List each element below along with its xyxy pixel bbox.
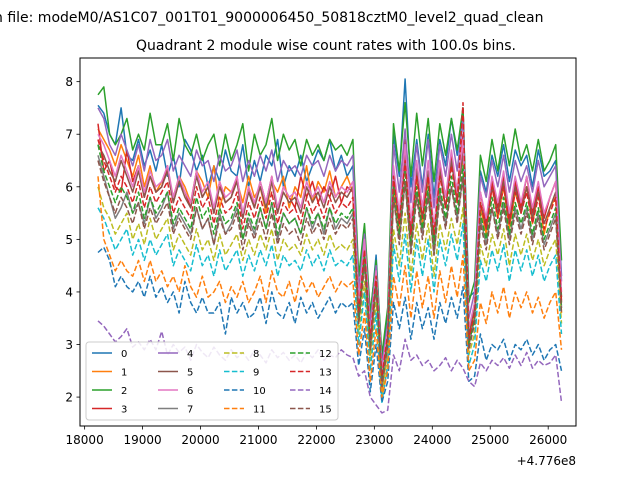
y-tick-label: 3 xyxy=(65,338,73,352)
series-line-13 xyxy=(97,101,563,377)
legend-label-5: 5 xyxy=(187,368,193,379)
series-line-12 xyxy=(97,144,563,383)
legend-label-8: 8 xyxy=(253,349,259,360)
x-offset-text: +4.776e8 xyxy=(517,454,576,468)
series-line-10 xyxy=(97,246,563,404)
legend-label-10: 10 xyxy=(253,386,266,397)
x-tick-label: 20000 xyxy=(181,433,219,447)
series-line-11 xyxy=(97,176,563,398)
legend-label-2: 2 xyxy=(121,386,127,397)
legend-box xyxy=(85,341,339,421)
chart-title: Quadrant 2 module wise count rates with … xyxy=(136,38,516,54)
legend-label-3: 3 xyxy=(121,405,127,416)
x-tick-label: 19000 xyxy=(123,433,161,447)
legend-label-6: 6 xyxy=(187,386,193,397)
series-line-8 xyxy=(97,186,563,398)
series-line-5 xyxy=(97,144,563,377)
x-tick-label: 25000 xyxy=(471,433,509,447)
legend-label-4: 4 xyxy=(187,349,193,360)
legend-label-12: 12 xyxy=(319,349,332,360)
legend-label-15: 15 xyxy=(319,405,332,416)
x-tick-label: 22000 xyxy=(297,433,335,447)
legend-label-0: 0 xyxy=(121,349,127,360)
series-line-9 xyxy=(97,207,563,404)
y-tick-label: 7 xyxy=(65,128,73,142)
axes-frame xyxy=(79,57,577,427)
x-tick-label: 23000 xyxy=(355,433,393,447)
x-axis: 18000 19000 20000 21000 22000 23000 24000 25000… xyxy=(66,426,567,447)
x-tick-label: 18000 xyxy=(66,433,104,447)
legend-label-13: 13 xyxy=(319,368,332,379)
legend-label-11: 11 xyxy=(253,405,266,416)
y-tick-label: 4 xyxy=(65,285,73,299)
y-axis: 2 3 4 5 6 7 8 xyxy=(65,75,80,405)
y-tick-label: 5 xyxy=(65,233,73,247)
y-tick-label: 8 xyxy=(65,75,73,89)
plot-lines xyxy=(97,78,563,414)
x-tick-label: 21000 xyxy=(239,433,277,447)
legend-label-14: 14 xyxy=(319,386,332,397)
series-line-4 xyxy=(97,107,563,367)
y-tick-label: 6 xyxy=(65,180,73,194)
series-line-6 xyxy=(97,133,563,372)
y-tick-label: 2 xyxy=(65,391,73,405)
series-line-15 xyxy=(97,160,563,388)
legend-label-7: 7 xyxy=(187,405,193,416)
figure-suptitle: n file: modeM0/AS1C07_001T01_9000006450_… xyxy=(0,10,543,26)
x-tick-label: 26000 xyxy=(529,433,567,447)
legend-label-1: 1 xyxy=(121,368,127,379)
x-tick-label: 24000 xyxy=(413,433,451,447)
legend-label-9: 9 xyxy=(253,368,259,379)
series-line-2 xyxy=(97,86,563,356)
series-line-7 xyxy=(97,155,563,388)
